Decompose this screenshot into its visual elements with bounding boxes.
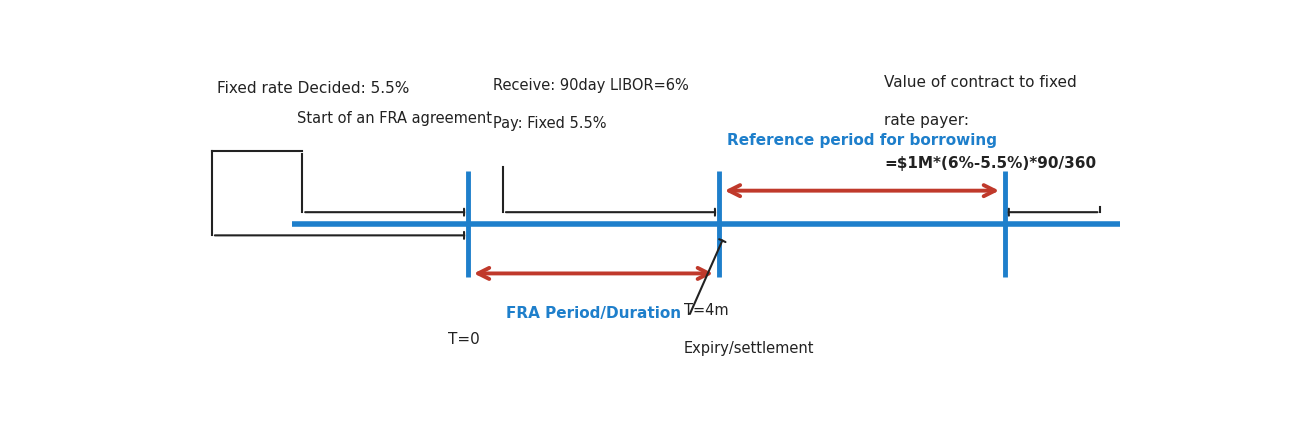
- Text: Reference period for borrowing: Reference period for borrowing: [728, 133, 997, 148]
- Text: Pay: Fixed 5.5%: Pay: Fixed 5.5%: [493, 116, 606, 131]
- Text: Expiry/settlement: Expiry/settlement: [684, 341, 815, 356]
- Text: Receive: 90day LIBOR=6%: Receive: 90day LIBOR=6%: [493, 78, 689, 93]
- Text: Value of contract to fixed: Value of contract to fixed: [884, 75, 1077, 90]
- Text: T=0: T=0: [448, 332, 479, 347]
- Text: Start of an FRA agreement: Start of an FRA agreement: [298, 111, 492, 126]
- Text: T=4m: T=4m: [684, 303, 728, 318]
- Text: rate payer:: rate payer:: [884, 113, 970, 128]
- Text: =$1M*(6%-5.5%)*90/360: =$1M*(6%-5.5%)*90/360: [884, 156, 1097, 171]
- Text: Fixed rate Decided: 5.5%: Fixed rate Decided: 5.5%: [218, 81, 409, 96]
- Text: FRA Period/Duration: FRA Period/Duration: [506, 306, 681, 321]
